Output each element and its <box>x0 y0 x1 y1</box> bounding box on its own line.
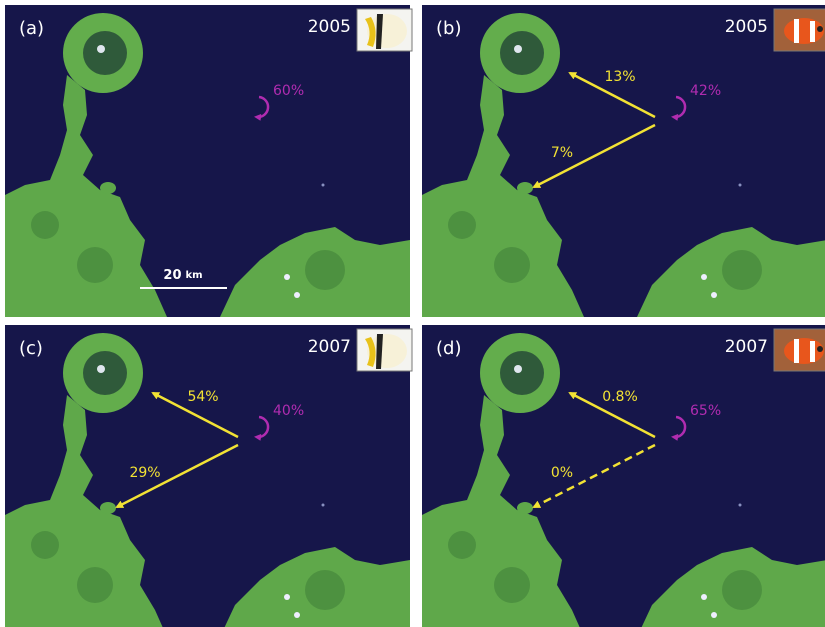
self-recruitment-label: 65% <box>690 403 721 419</box>
fish-inset <box>773 8 825 52</box>
dispersal-label: 7% <box>551 145 573 161</box>
map-panel: (d) 2007 65% 0.8% 0% <box>422 325 825 627</box>
self-recruitment-loop <box>671 415 687 441</box>
panel-label: (b) <box>436 18 461 39</box>
self-recruitment-loop <box>254 95 270 121</box>
dispersal-label: 0% <box>551 465 573 481</box>
scale-bar-label: 20 km <box>163 268 202 283</box>
satellite-map <box>5 325 410 627</box>
map-panel: (c) 2007 40% 54% 29% <box>5 325 413 627</box>
self-recruitment-loop <box>671 95 687 121</box>
scale-bar-unit: km <box>186 270 203 281</box>
self-recruitment-label: 42% <box>690 83 721 99</box>
dispersal-label: 29% <box>129 465 160 481</box>
dispersal-label: 0.8% <box>602 389 638 405</box>
year-label: 2005 <box>308 17 351 37</box>
dispersal-arrow <box>151 391 239 439</box>
scale-bar-value: 20 <box>163 268 181 283</box>
dispersal-label: 54% <box>187 389 218 405</box>
fish-inset <box>356 8 413 52</box>
panel-label: (a) <box>19 18 44 39</box>
year-label: 2007 <box>725 337 768 357</box>
self-recruitment-label: 40% <box>273 403 304 419</box>
dispersal-arrow <box>568 71 656 119</box>
panel-label: (c) <box>19 338 43 359</box>
map-panel: (b) 2005 42% 13% 7% <box>422 5 825 317</box>
self-recruitment-loop <box>254 415 270 441</box>
dispersal-arrow <box>532 123 656 189</box>
satellite-map <box>422 325 825 627</box>
year-label: 2007 <box>308 337 351 357</box>
dispersal-arrow <box>532 443 656 509</box>
dispersal-arrow <box>568 391 656 439</box>
self-recruitment-label: 60% <box>273 83 304 99</box>
satellite-map <box>5 5 410 317</box>
map-panel: (a) 2005 60% 20 km <box>5 5 413 317</box>
dispersal-label: 13% <box>604 69 635 85</box>
fish-inset <box>773 328 825 372</box>
year-label: 2005 <box>725 17 768 37</box>
fish-inset <box>356 328 413 372</box>
dispersal-arrow <box>115 443 239 509</box>
satellite-map <box>422 5 825 317</box>
panel-label: (d) <box>436 338 461 359</box>
